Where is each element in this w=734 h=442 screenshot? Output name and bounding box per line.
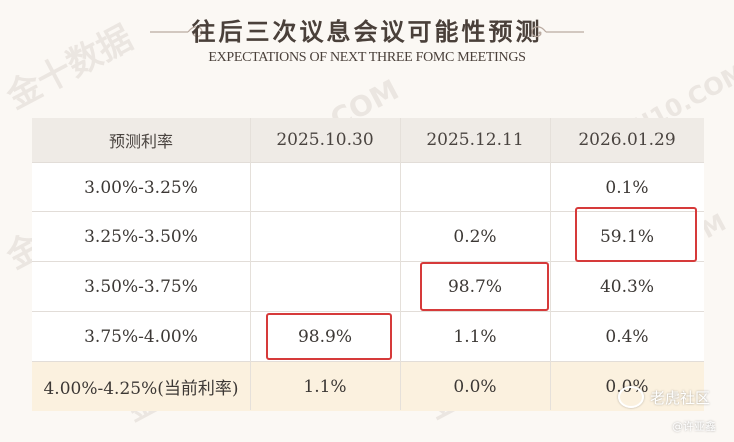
highlight-box (575, 207, 697, 262)
probability-cell (400, 163, 550, 212)
rate-range: 4.00%-4.25%(当前利率) (43, 379, 239, 399)
community-logo-text: 老虎社区 (650, 388, 711, 407)
ornament-left-icon (150, 26, 203, 38)
column-header-rate: 预测利率 (108, 132, 173, 151)
table-header-row: 预测利率 2025.10.30 2025.12.11 2026.01.29 (32, 118, 704, 162)
probability-cell: 1.1% (453, 327, 497, 347)
highlight-box (420, 262, 549, 311)
table-row: 3.00%-3.25% 0.1% (32, 162, 704, 212)
ornament-right-icon (531, 26, 584, 38)
rate-range: 3.00%-3.25% (84, 177, 198, 198)
column-divider (400, 118, 401, 410)
probability-cell (250, 163, 400, 212)
probability-cell (250, 262, 400, 312)
probability-cell: 0.0% (453, 376, 497, 397)
page-header: 往后三次议息会议可能性预测 EXPECTATIONS OF NEXT THREE… (0, 0, 734, 100)
probability-cell: 98.9% (297, 327, 352, 347)
probability-cell: 98.7% (447, 277, 502, 297)
tiger-logo-icon (618, 386, 644, 408)
probability-cell: 0.1% (605, 177, 649, 198)
rate-range: 3.50%-3.75% (84, 277, 198, 297)
page-subtitle: EXPECTATIONS OF NEXT THREE FOMC MEETINGS (208, 50, 526, 65)
rate-range: 3.25%-3.50% (84, 227, 198, 247)
probability-cell: 0.4% (605, 327, 649, 347)
table-row: 3.25%-3.50% 0.2% 59.1% (32, 211, 704, 262)
community-logo: 老虎社区 (618, 386, 710, 408)
probability-table: 预测利率 2025.10.30 2025.12.11 2026.01.29 3.… (32, 118, 704, 411)
column-divider (550, 118, 551, 410)
probability-cell (250, 212, 400, 262)
page-title: 往后三次议息会议可能性预测 (191, 18, 543, 46)
rate-range: 3.75%-4.00% (84, 327, 198, 347)
column-header-meeting-1: 2025.10.30 (276, 130, 374, 150)
probability-cell: 59.1% (599, 227, 654, 247)
column-divider (250, 118, 251, 410)
probability-cell: 1.1% (303, 376, 347, 397)
author-credit: @许亚鑫 (672, 420, 716, 433)
table-row: 3.75%-4.00% 98.9% 1.1% 0.4% (32, 311, 704, 362)
column-header-meeting-2: 2025.12.11 (426, 130, 524, 150)
probability-cell: 40.3% (599, 277, 654, 297)
column-header-meeting-3: 2026.01.29 (578, 130, 676, 150)
probability-cell: 0.2% (453, 227, 497, 247)
highlight-box (266, 313, 392, 360)
table-row-current-rate: 4.00%-4.25%(当前利率) 1.1% 0.0% 0.0% (32, 361, 704, 411)
table-row: 3.50%-3.75% 98.7% 40.3% (32, 261, 704, 312)
